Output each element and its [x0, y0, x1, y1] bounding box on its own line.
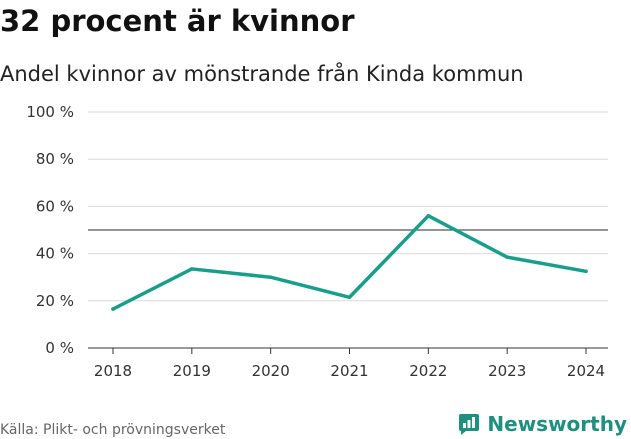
x-tick-labels: 2018 2019 2020 2021 2022 2023 2024	[94, 362, 605, 380]
data-point	[426, 214, 431, 218]
x-tick-label: 2020	[252, 362, 290, 380]
y-tick-labels: 0 % 20 % 40 % 60 % 80 % 100 %	[26, 103, 74, 357]
x-tick-label: 2023	[488, 362, 526, 380]
y-tick-label: 100 %	[26, 103, 74, 121]
data-point	[347, 295, 352, 300]
y-tick-label: 80 %	[36, 150, 74, 168]
y-tick-label: 40 %	[36, 245, 74, 263]
chart-title: 32 procent är kvinnor	[0, 4, 355, 38]
x-tick-label: 2022	[409, 362, 447, 380]
bar-chart-icon	[459, 414, 480, 435]
data-point	[505, 255, 509, 259]
series-group	[111, 214, 588, 311]
chart-subtitle: Andel kvinnor av mönstrande från Kinda k…	[0, 62, 524, 86]
newsworthy-logo: Newsworthy	[457, 409, 627, 439]
grid-lines	[88, 111, 608, 302]
data-point	[111, 307, 115, 311]
x-tick-label: 2021	[330, 362, 368, 380]
x-axis	[88, 347, 608, 354]
y-tick-label: 20 %	[36, 292, 74, 310]
x-tick-label: 2019	[173, 362, 211, 380]
x-tick-label: 2018	[94, 362, 132, 380]
data-point	[268, 275, 273, 280]
data-point	[190, 267, 194, 271]
brand-name: Newsworthy	[487, 412, 627, 436]
y-tick-label: 60 %	[36, 197, 74, 215]
x-tick-label: 2024	[567, 362, 605, 380]
data-point	[584, 269, 588, 274]
source-note: Källa: Plikt- och prövningsverket	[0, 422, 226, 438]
y-tick-label: 0 %	[45, 339, 74, 357]
